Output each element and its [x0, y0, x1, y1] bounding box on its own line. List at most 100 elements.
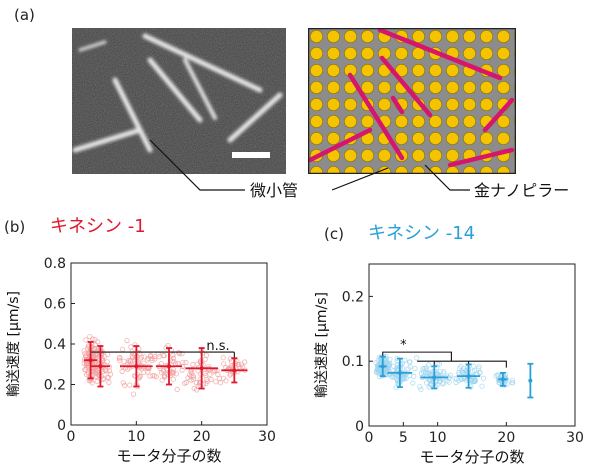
raw-data-point [190, 361, 196, 368]
raw-data-point [427, 371, 433, 377]
raw-data-point [150, 372, 156, 379]
raw-data-point [479, 383, 485, 389]
x-tick-label: 0 [67, 429, 76, 445]
data-point [155, 347, 183, 386]
raw-data-point [174, 386, 180, 392]
raw-data-point [190, 373, 196, 379]
raw-data-point [188, 377, 194, 383]
y-tick-label: 0 [355, 419, 364, 435]
mean-marker [397, 370, 402, 375]
raw-data-point [207, 371, 213, 377]
mean-error-bars [84, 341, 248, 390]
raw-data-point [220, 375, 226, 381]
mean-marker [466, 374, 471, 379]
raw-data-point [147, 373, 153, 379]
raw-data-point [130, 354, 136, 360]
filament [112, 77, 153, 153]
raw-data-point [410, 380, 416, 386]
chart-c: 0 5 10 20 30 0 0.1 0.2 モータ分子の数 輸送速度 [μm/s] * [314, 263, 584, 466]
microtubule-rod [347, 72, 405, 161]
raw-data-point [232, 360, 238, 366]
raw-data-point [144, 357, 150, 363]
microtubule-rod [390, 95, 405, 115]
x-axis-label: モータ分子の数 [419, 448, 524, 466]
raw-data-point [138, 354, 145, 360]
raw-data-point [472, 378, 478, 384]
raw-data-point [440, 380, 447, 386]
mean-marker [88, 358, 93, 363]
raw-data-point [116, 355, 123, 361]
raw-data-point [173, 371, 179, 377]
scale-bar [232, 152, 270, 158]
raw-data-point [149, 357, 155, 364]
data-point [90, 345, 111, 388]
data-point [84, 341, 98, 380]
raw-data-point [374, 366, 380, 372]
raw-data-point [183, 379, 189, 386]
raw-data-point [128, 344, 134, 350]
raw-data-point [183, 359, 189, 366]
raw-data-point [84, 371, 90, 378]
raw-data-point [92, 342, 98, 348]
microtubule-callout-line-2 [331, 167, 389, 191]
significance-label: * [400, 338, 407, 353]
raw-data-point [117, 357, 123, 363]
raw-data-point [426, 362, 432, 368]
data-point [387, 357, 413, 389]
y-tick-label: 0.6 [44, 297, 66, 313]
raw-data-point [132, 342, 138, 348]
raw-data-point [460, 366, 467, 372]
raw-data-point [441, 368, 447, 375]
mean-marker [232, 368, 237, 373]
raw-data-point [223, 378, 229, 384]
y-tick-label: 0.8 [44, 256, 66, 272]
gold-nanopillar-array [308, 28, 516, 174]
raw-data-point [446, 379, 452, 385]
raw-data-point [406, 359, 412, 365]
raw-data-point [454, 376, 460, 382]
raw-data-point [417, 384, 423, 390]
raw-data-point [407, 364, 413, 370]
raw-data-point [202, 356, 208, 362]
filament [147, 57, 203, 123]
raw-data-point [213, 379, 219, 385]
y-tick-label: 0 [57, 418, 66, 434]
filament [72, 127, 143, 153]
raw-data-point [217, 380, 224, 386]
data-point [221, 357, 248, 384]
raw-data-point [436, 361, 442, 367]
filament [227, 92, 283, 143]
data-point [378, 355, 387, 378]
mean-error-bars [378, 355, 534, 399]
raw-data-point [145, 369, 151, 375]
raw-data-point [149, 355, 155, 362]
data-point [185, 347, 218, 390]
raw-data-point [120, 380, 126, 386]
microtubule-rod [379, 55, 433, 118]
raw-data-point [480, 375, 487, 381]
raw-data-point [476, 363, 482, 370]
microtubule-callout-line [149, 139, 245, 191]
raw-data-point [436, 378, 443, 384]
raw-data-point [441, 370, 447, 376]
microtubule-rod [377, 28, 503, 81]
raw-data-point [402, 357, 408, 363]
mean-marker [380, 364, 385, 369]
raw-data-point [216, 375, 222, 381]
raw-data-point [94, 378, 100, 384]
mean-marker [199, 366, 204, 371]
raw-data-point [493, 373, 499, 379]
raw-data-point [127, 382, 133, 388]
data-point [120, 345, 153, 388]
mean-marker [432, 375, 437, 380]
raw-data-point [424, 370, 430, 376]
panel-b-label: (b) [4, 218, 25, 236]
raw-data-point [418, 370, 424, 377]
y-tick-label: 0.2 [44, 378, 66, 394]
raw-data-point [82, 367, 88, 373]
raw-data-point [504, 381, 510, 387]
microtubule-filaments [72, 33, 283, 153]
schematic-image [308, 28, 516, 174]
raw-data-point [453, 379, 459, 386]
